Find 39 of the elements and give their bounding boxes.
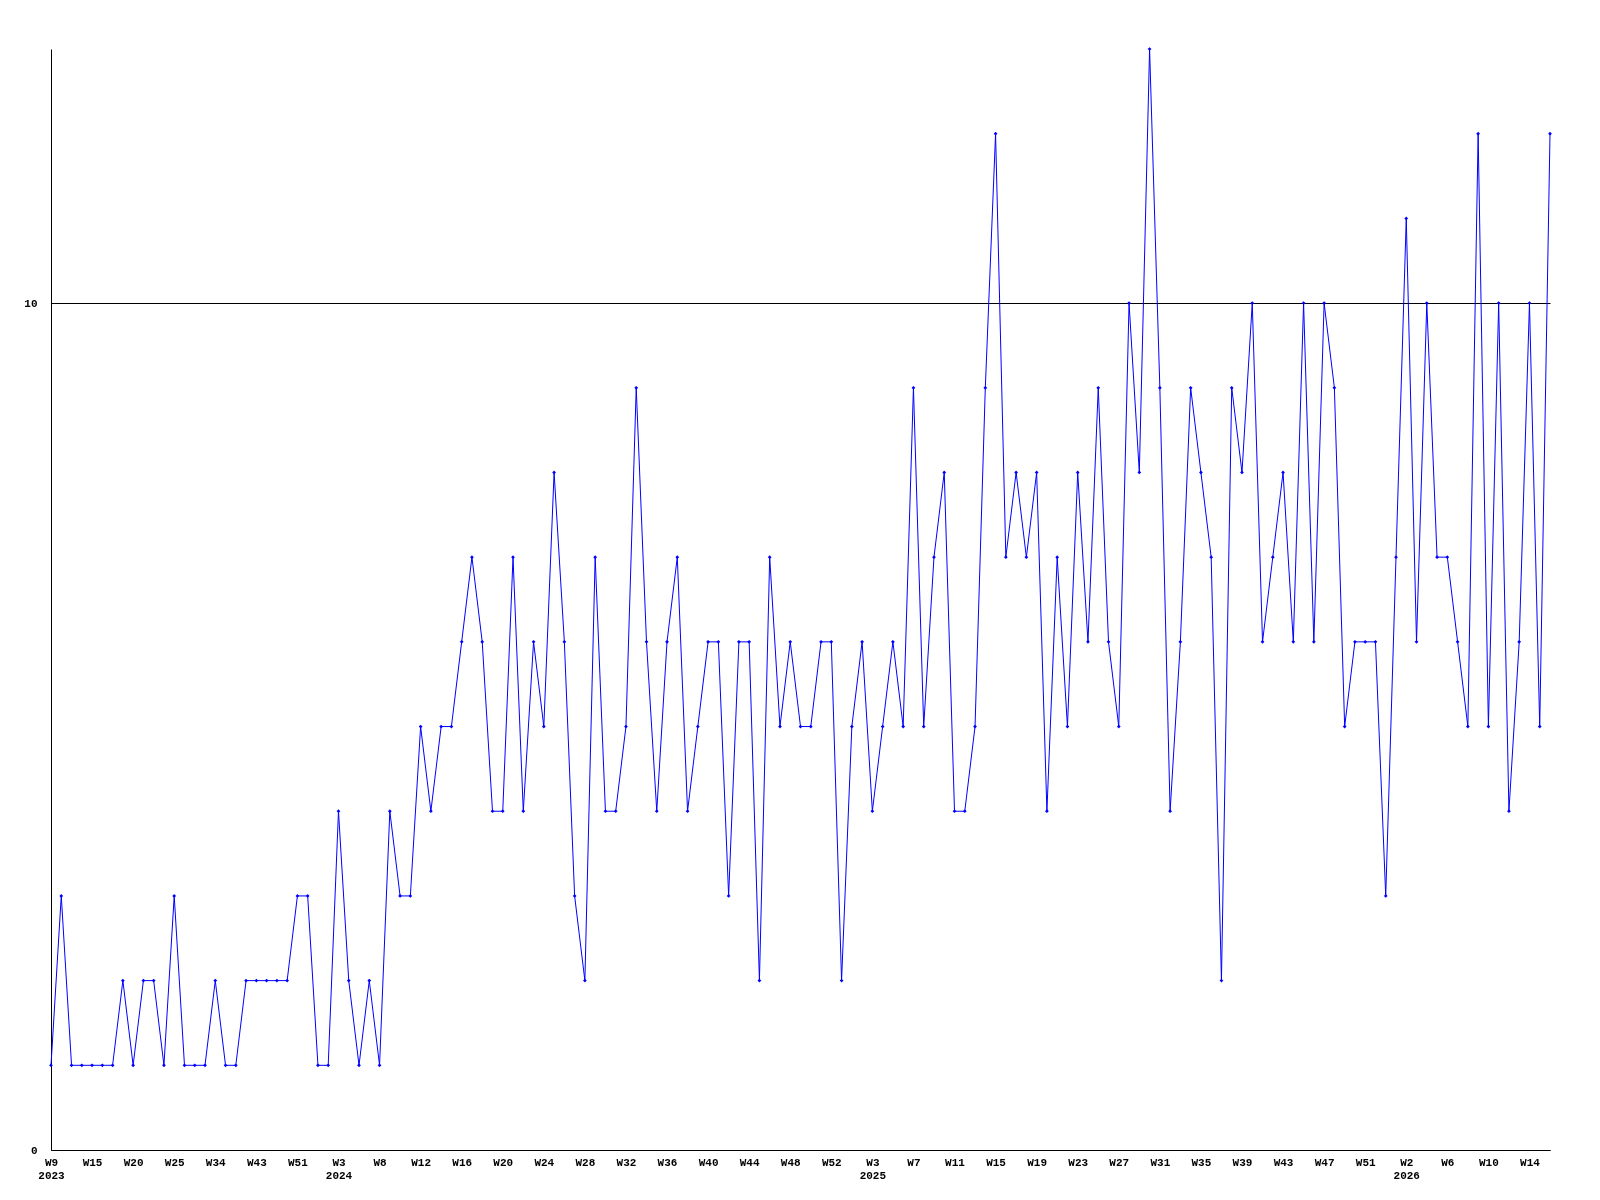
x-tick-label: W2 2026 bbox=[1393, 1156, 1420, 1182]
x-tick-label: W27 bbox=[1109, 1156, 1130, 1169]
x-tick-label: W52 bbox=[821, 1156, 842, 1169]
x-tick-label: W24 bbox=[534, 1156, 555, 1169]
x-tick-label: W31 bbox=[1150, 1156, 1171, 1169]
x-tick-label: W7 bbox=[907, 1156, 921, 1169]
x-tick-label: W51 bbox=[1355, 1156, 1376, 1169]
x-tick-label: W32 bbox=[616, 1156, 637, 1169]
x-tick-label: W25 bbox=[164, 1156, 185, 1169]
x-tick-label: W51 bbox=[288, 1156, 309, 1169]
x-tick-label: W35 bbox=[1191, 1156, 1212, 1169]
x-tick-label: W10 bbox=[1478, 1156, 1499, 1169]
x-tick-label: W40 bbox=[698, 1156, 719, 1169]
x-tick-label: W12 bbox=[411, 1156, 432, 1169]
x-tick-label: W15 bbox=[82, 1156, 103, 1169]
x-tick-label: W36 bbox=[657, 1156, 678, 1169]
x-tick-label: W19 bbox=[1027, 1156, 1048, 1169]
x-tick-label: W9 2023 bbox=[38, 1156, 66, 1182]
x-tick-label: W11 bbox=[945, 1156, 966, 1169]
x-tick-label: W47 bbox=[1314, 1156, 1335, 1169]
x-tick-label: W3 2024 bbox=[325, 1156, 353, 1182]
x-tick-label: W20 bbox=[123, 1156, 144, 1169]
x-tick-label: W43 bbox=[1273, 1156, 1294, 1169]
x-tick-label: W39 bbox=[1232, 1156, 1253, 1169]
x-tick-label: W34 bbox=[205, 1156, 227, 1169]
x-tick-label: W15 bbox=[986, 1156, 1007, 1169]
x-tick-label: W14 bbox=[1520, 1156, 1541, 1169]
x-tick-label: W6 bbox=[1441, 1156, 1455, 1169]
x-tick-label: W8 bbox=[373, 1156, 388, 1169]
x-tick-label: W16 bbox=[452, 1156, 473, 1169]
x-tick-label: W44 bbox=[739, 1156, 760, 1169]
x-tick-label: W20 bbox=[493, 1156, 514, 1169]
y-tick-label: 10 bbox=[24, 297, 38, 310]
x-tick-label: W23 bbox=[1068, 1156, 1089, 1169]
x-tick-label: W48 bbox=[780, 1156, 802, 1169]
y-tick-label: 0 bbox=[30, 1144, 38, 1157]
x-tick-label: W28 bbox=[575, 1156, 596, 1169]
x-tick-label: W43 bbox=[246, 1156, 268, 1169]
x-tick-label: W3 2025 bbox=[859, 1156, 887, 1182]
